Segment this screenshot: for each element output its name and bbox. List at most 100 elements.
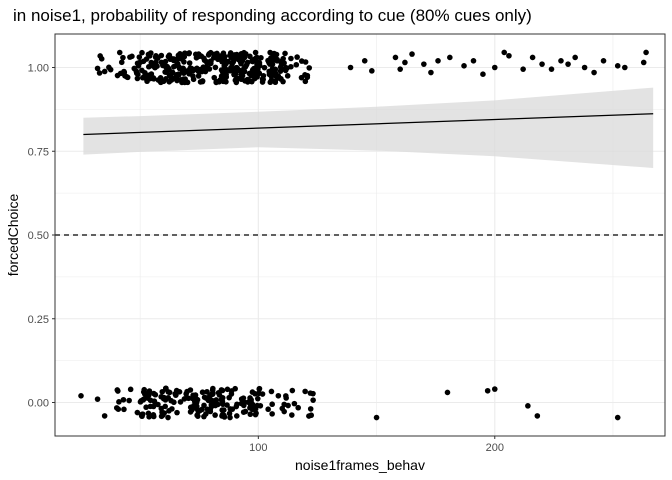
data-point [614, 414, 621, 421]
data-point [520, 66, 526, 72]
data-point [501, 49, 508, 56]
data-point [182, 76, 188, 82]
data-point [484, 387, 491, 394]
data-point [548, 66, 555, 72]
data-point [307, 406, 314, 412]
data-point [247, 53, 253, 60]
data-point [94, 396, 101, 402]
data-point [115, 388, 121, 394]
data-point [397, 66, 403, 72]
data-point [265, 57, 271, 64]
data-point [284, 73, 291, 79]
data-point [220, 53, 227, 59]
data-point [252, 75, 258, 82]
data-point [252, 49, 259, 56]
axes: 0.00 0.25 0.50 0.75 1.00 100 200 [28, 63, 504, 455]
data-point [272, 78, 279, 84]
data-point [266, 68, 272, 75]
data-point [614, 63, 621, 69]
data-point [143, 404, 149, 411]
data-point [216, 78, 222, 85]
data-point [291, 400, 298, 407]
data-point [224, 67, 230, 73]
data-point [113, 405, 120, 411]
data-point [182, 50, 188, 56]
line-layer [55, 113, 665, 236]
data-point [173, 72, 180, 78]
data-point [491, 64, 498, 71]
data-point [199, 78, 206, 85]
data-point [203, 411, 209, 417]
data-point [126, 397, 132, 404]
data-point [491, 386, 498, 392]
data-point [444, 389, 451, 396]
data-point [215, 389, 222, 396]
y-tick-label: 1.00 [28, 63, 49, 75]
data-point [136, 54, 143, 60]
data-point [245, 77, 252, 84]
data-point [247, 411, 254, 418]
data-point [275, 73, 282, 79]
data-points [78, 49, 649, 421]
data-point [204, 388, 210, 395]
data-point [191, 402, 197, 409]
y-axis-title: forcedChoice [5, 194, 21, 277]
data-point [199, 389, 206, 396]
data-point [174, 77, 180, 84]
data-point [209, 391, 216, 397]
data-point [283, 395, 289, 401]
data-point [235, 67, 241, 73]
data-point [289, 387, 296, 394]
data-point [148, 71, 155, 77]
data-point [212, 52, 219, 59]
data-point [165, 394, 172, 401]
data-point [137, 399, 144, 405]
data-point [591, 69, 597, 76]
data-point [265, 406, 271, 413]
data-point [176, 389, 183, 395]
data-point [558, 58, 564, 64]
data-point [190, 76, 197, 83]
data-point [347, 64, 354, 71]
data-point [148, 50, 154, 56]
data-point [172, 392, 179, 398]
data-point [261, 64, 268, 71]
data-point [187, 409, 194, 415]
confidence-ribbon [83, 87, 654, 168]
data-point [152, 391, 159, 398]
data-point [162, 403, 168, 410]
data-point [195, 73, 202, 79]
data-point [241, 68, 248, 75]
data-point [145, 410, 152, 417]
data-point [114, 72, 121, 79]
y-tick-label: 0.00 [28, 398, 49, 410]
data-point [159, 388, 166, 395]
data-point [191, 398, 198, 405]
x-tick-label: 200 [486, 442, 504, 454]
data-point [534, 413, 541, 419]
data-point [160, 395, 167, 402]
data-point [282, 50, 288, 57]
data-point [224, 402, 230, 408]
data-point [229, 65, 235, 71]
data-point [212, 64, 219, 71]
data-point [254, 395, 261, 402]
data-point [143, 56, 150, 62]
data-point [139, 49, 145, 56]
data-point [529, 54, 536, 61]
data-point [255, 390, 262, 397]
data-point [252, 411, 259, 418]
data-point [120, 54, 126, 61]
data-point [210, 398, 216, 404]
data-point [307, 390, 314, 396]
data-point [447, 54, 453, 61]
y-tick-label: 0.50 [28, 230, 49, 242]
data-point [392, 54, 399, 61]
data-point [295, 404, 302, 411]
data-point [279, 58, 285, 64]
data-point [259, 76, 266, 82]
data-point [129, 53, 135, 60]
data-point [302, 388, 308, 395]
data-point [201, 57, 208, 64]
data-point [288, 63, 294, 70]
